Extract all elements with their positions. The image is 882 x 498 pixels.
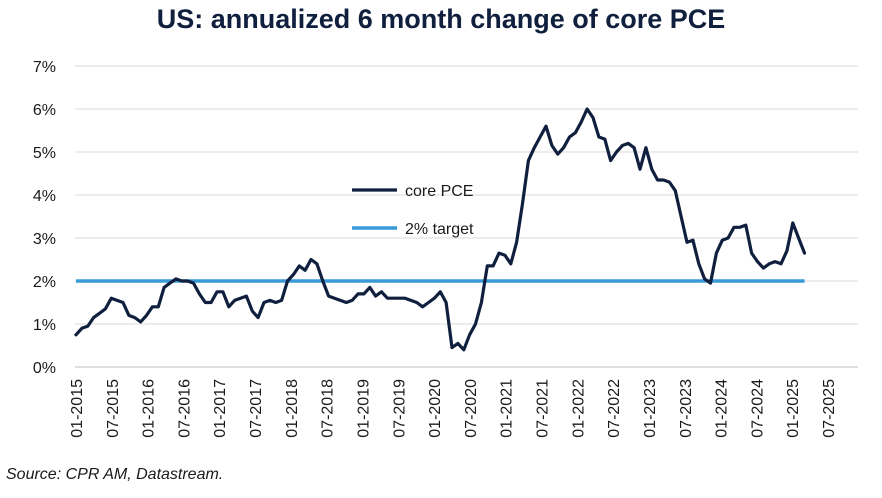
series-line-core-pce <box>74 107 807 352</box>
y-tick-label: 4% <box>33 188 56 205</box>
y-tick-label: 0% <box>33 360 56 377</box>
x-tick-label: 01-2016 <box>141 379 158 438</box>
x-tick-label: 07-2020 <box>463 379 480 438</box>
legend-label: 2% target <box>405 221 474 238</box>
x-tick-label: 01-2015 <box>69 379 86 438</box>
x-tick-label: 01-2018 <box>284 379 301 438</box>
y-tick-label: 1% <box>33 317 56 334</box>
x-axis-ticks: 01-2015 07-2015 01-2016 07-2016 01-2017 07-20… <box>69 379 838 438</box>
x-tick-label: 01-2017 <box>212 379 229 438</box>
grid-lines <box>75 65 858 368</box>
x-tick-label: 07-2015 <box>105 379 122 438</box>
y-tick-label: 7% <box>33 59 56 76</box>
x-tick-label: 07-2017 <box>248 379 265 438</box>
x-tick-label: 01-2025 <box>785 379 802 438</box>
y-tick-label: 3% <box>33 231 56 248</box>
x-tick-label: 07-2016 <box>176 379 193 438</box>
x-tick-label: 07-2025 <box>821 379 838 438</box>
x-tick-label: 07-2021 <box>535 379 552 438</box>
y-tick-label: 2% <box>33 274 56 291</box>
x-tick-label: 07-2022 <box>606 379 623 438</box>
x-tick-label: 07-2023 <box>678 379 695 438</box>
x-tick-label: 01-2021 <box>499 379 516 438</box>
x-tick-label: 07-2024 <box>749 379 766 438</box>
y-axis-ticks: 0% 1% 2% 3% 4% 5% 6% 7% <box>33 59 56 377</box>
x-tick-label: 01-2020 <box>427 379 444 438</box>
series-lines <box>74 107 807 352</box>
x-tick-label: 01-2024 <box>714 379 731 438</box>
y-tick-label: 5% <box>33 145 56 162</box>
source-note: Source: CPR AM, Datastream. <box>6 466 224 483</box>
x-tick-label: 07-2018 <box>320 379 337 438</box>
legend-label: core PCE <box>405 183 473 200</box>
x-tick-label: 01-2022 <box>570 379 587 438</box>
x-tick-label: 01-2023 <box>642 379 659 438</box>
x-tick-label: 07-2019 <box>391 379 408 438</box>
x-tick-label: 01-2019 <box>355 379 372 438</box>
chart-title: US: annualized 6 month change of core PC… <box>156 4 726 34</box>
legend: core PCE 2% target <box>352 183 474 238</box>
y-tick-label: 6% <box>33 102 56 119</box>
